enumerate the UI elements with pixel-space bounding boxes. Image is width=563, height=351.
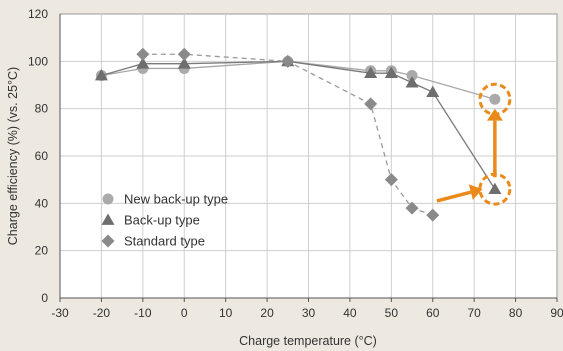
series-triangle <box>94 54 502 195</box>
x-tick-label: 80 <box>509 306 523 320</box>
annotation-layer <box>436 82 512 206</box>
arrow-shaft <box>436 190 472 203</box>
y-tick-label: 60 <box>35 149 49 163</box>
data-point-diamond <box>281 54 295 68</box>
x-axis-title: Charge temperature (°C) <box>239 334 377 348</box>
legend-item: New back-up type <box>102 192 228 207</box>
data-point-triangle <box>364 66 378 79</box>
x-tick-label: 0 <box>181 306 188 320</box>
y-tick-label: 40 <box>35 196 49 210</box>
data-point-triangle <box>488 182 502 195</box>
legend-marker-diamond <box>101 234 115 248</box>
series-layer <box>94 47 502 222</box>
x-tick-label: 90 <box>550 306 563 320</box>
data-point-diamond <box>405 201 419 215</box>
arrow-head <box>468 184 483 200</box>
data-point-triangle <box>177 57 191 69</box>
arrow-head <box>486 108 503 121</box>
data-point-diamond <box>384 173 398 187</box>
x-tick-label: 20 <box>260 306 274 320</box>
data-point-triangle <box>94 69 108 81</box>
x-tick-label: -20 <box>93 306 111 320</box>
data-point-diamond <box>177 47 191 61</box>
legend-marker-triangle <box>101 213 115 225</box>
data-point-triangle <box>405 76 419 88</box>
legend-label: Standard type <box>124 234 205 249</box>
x-tick-label: 70 <box>467 306 481 320</box>
y-tick-label: 100 <box>28 54 48 68</box>
legend: New back-up type Back-up type Standard typ… <box>101 192 228 249</box>
data-point-circle <box>489 93 501 105</box>
legend-item: Standard type <box>101 234 205 249</box>
data-point-diamond <box>426 208 440 222</box>
highlight-arrow <box>436 184 483 203</box>
x-tick-label: 10 <box>219 306 233 320</box>
x-tick-label: 40 <box>343 306 357 320</box>
legend-marker-circle <box>102 193 114 205</box>
series-diamond <box>136 47 440 222</box>
legend-label: Back-up type <box>124 213 200 228</box>
data-point-triangle <box>384 66 398 79</box>
axes: 0 20 40 60 80 100 120 -30 -20 -10 0 10 20 30 40 50 60 70 8… <box>28 7 563 320</box>
y-tick-label: 0 <box>41 291 48 305</box>
data-point-triangle <box>136 57 150 69</box>
x-tick-label: 60 <box>426 306 440 320</box>
data-point-circle <box>406 70 418 82</box>
data-point-diamond <box>364 97 378 111</box>
legend-item: Back-up type <box>101 213 200 228</box>
x-tick-label: -10 <box>134 306 152 320</box>
x-tick-label: 50 <box>385 306 399 320</box>
legend-label: New back-up type <box>124 192 228 207</box>
y-tick-label: 80 <box>35 102 49 116</box>
x-tick-label: -30 <box>51 306 69 320</box>
y-tick-label: 20 <box>35 244 49 258</box>
y-tick-label: 120 <box>28 7 48 21</box>
y-axis-title: Charge efficiency (%) (vs. 25°C) <box>6 67 20 245</box>
highlight-arrow <box>486 108 503 178</box>
data-point-triangle <box>426 85 440 97</box>
x-tick-label: 30 <box>302 306 316 320</box>
data-point-diamond <box>136 47 150 61</box>
